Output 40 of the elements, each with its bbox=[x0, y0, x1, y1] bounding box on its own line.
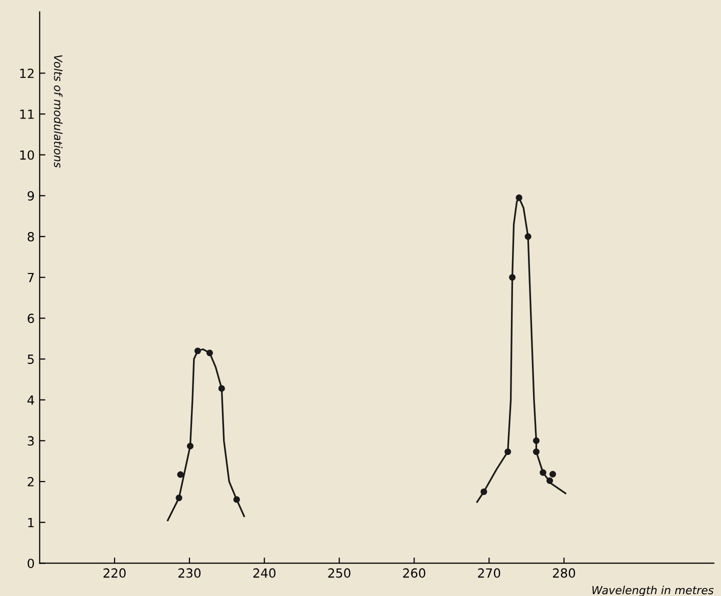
x-tick-label: 220 bbox=[104, 568, 126, 578]
y-tick-label: 3 bbox=[28, 436, 34, 446]
y-tick-label: 7 bbox=[28, 272, 34, 282]
y-tick-label: 10 bbox=[20, 150, 34, 160]
line-series bbox=[166, 348, 245, 522]
point bbox=[480, 488, 488, 496]
point bbox=[206, 350, 213, 356]
y-tick-label: 8 bbox=[28, 232, 34, 242]
y-tick-label: 1 bbox=[28, 518, 34, 528]
point bbox=[186, 442, 194, 450]
y-tick-label: 6 bbox=[28, 314, 34, 324]
y-tick-label: 5 bbox=[28, 354, 34, 364]
point bbox=[176, 494, 182, 502]
x-tick-label: 240 bbox=[253, 568, 276, 578]
point bbox=[532, 448, 540, 456]
x-tick-label: 230 bbox=[178, 568, 201, 578]
point bbox=[218, 385, 225, 392]
y-axis-title: Volts of modulations bbox=[54, 55, 63, 168]
y-tick-label: 0 bbox=[28, 558, 34, 568]
x-tick-label: 250 bbox=[328, 568, 350, 578]
y-tick-label: 2 bbox=[28, 477, 34, 486]
point bbox=[540, 469, 546, 476]
point bbox=[509, 274, 516, 281]
y-tick-label: 4 bbox=[27, 396, 34, 405]
point bbox=[546, 477, 554, 484]
x-tick-label: 280 bbox=[552, 568, 576, 578]
x-tick-label: 260 bbox=[403, 568, 426, 578]
y-tick-label: 12 bbox=[20, 68, 34, 78]
y-tick-label: 11 bbox=[20, 110, 34, 119]
x-axis-title: Wavelength in metres bbox=[592, 586, 714, 596]
point bbox=[532, 437, 540, 444]
x-tick-label: 270 bbox=[478, 568, 500, 578]
y-tick-label: 9 bbox=[28, 191, 34, 201]
point bbox=[524, 233, 532, 240]
point bbox=[504, 448, 512, 456]
point bbox=[233, 496, 240, 503]
point bbox=[177, 471, 184, 478]
point bbox=[549, 470, 556, 478]
point bbox=[516, 194, 522, 202]
point bbox=[194, 348, 201, 354]
